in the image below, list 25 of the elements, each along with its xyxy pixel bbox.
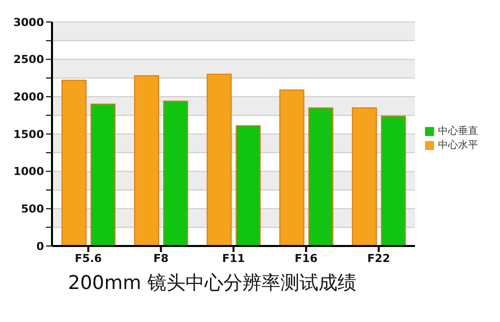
bar	[90, 104, 116, 246]
x-tick-label: F5.6	[74, 252, 102, 265]
y-tick-label: 1000	[13, 165, 44, 178]
x-tick-label: F8	[153, 252, 168, 265]
y-tick-label: 3000	[13, 16, 44, 29]
y-tick-label: 2000	[13, 90, 44, 104]
bar	[163, 100, 188, 246]
y-tick-label: 500	[21, 202, 44, 216]
bar	[279, 89, 304, 246]
bar	[380, 116, 406, 246]
y-tick-label: 2500	[13, 53, 44, 66]
bar	[62, 80, 86, 246]
y-tick-label: 0	[36, 240, 44, 253]
x-tick-label: F16	[294, 252, 318, 265]
bar	[236, 125, 261, 246]
legend-label: 中心水平	[438, 140, 478, 151]
y-tick-label: 1500	[13, 128, 44, 141]
bar	[308, 107, 334, 246]
text: 200mm 镜头中心分辨率测试成绩	[68, 271, 356, 296]
bar	[352, 107, 377, 246]
bar	[206, 74, 232, 246]
legend-label: 中心垂直	[438, 126, 478, 137]
bar	[134, 75, 160, 246]
x-tick-label: F22	[367, 252, 390, 265]
x-tick-label: F11	[222, 252, 245, 265]
